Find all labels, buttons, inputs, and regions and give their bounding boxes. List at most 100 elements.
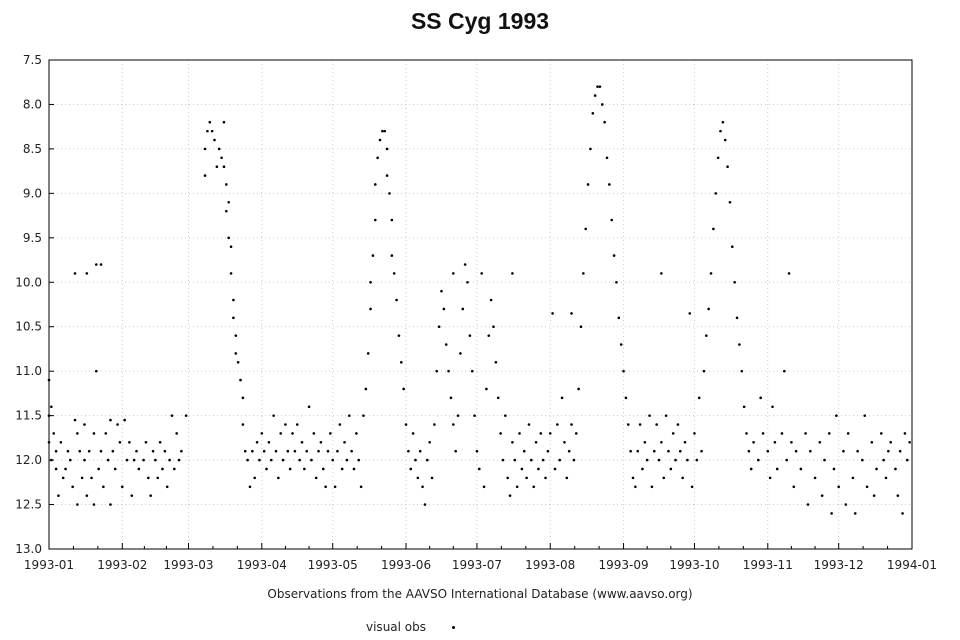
data-point [66,449,70,453]
data-point [440,289,443,293]
data-point [534,441,538,444]
data-point [395,298,398,302]
data-point [298,458,301,462]
data-point [898,449,902,453]
data-point [243,449,247,453]
data-point [716,156,720,160]
data-point [600,103,604,106]
data-point [887,449,890,453]
y-tick-label: 11.5 [15,409,42,423]
data-point [872,494,876,497]
data-point [813,476,817,480]
data-point [473,414,476,417]
data-point [241,396,245,400]
data-point [686,458,689,462]
data-point [281,458,285,462]
data-point [676,423,680,426]
data-point [823,458,826,462]
data-point [47,378,51,382]
data-point [149,494,152,497]
data-point [333,485,337,489]
data-point [225,183,228,186]
data-point [449,396,453,400]
data-point [208,120,212,124]
data-point [889,441,893,444]
data-point [532,485,535,489]
x-tick-label: 1993-11 [743,558,793,572]
data-point [511,441,514,444]
data-point [428,441,431,444]
data-point [350,449,353,453]
data-point [619,343,623,346]
data-point [660,441,663,444]
data-point [884,476,888,480]
data-point [371,254,375,257]
data-point [329,432,332,435]
data-point [390,254,394,257]
data-point [116,423,119,426]
data-point [215,165,219,168]
data-point [709,272,713,275]
data-point [83,458,86,462]
data-point [336,449,339,453]
data-point [426,458,429,462]
data-point [269,458,273,462]
data-point [527,423,531,426]
data-point [901,512,904,515]
data-point [863,414,867,417]
data-point [99,449,103,453]
legend-marker [452,626,455,629]
data-point [459,352,462,355]
data-point [165,485,169,489]
data-point [842,449,845,453]
data-point [742,405,746,409]
data-point [655,423,658,426]
data-point [52,432,56,435]
data-point [643,441,647,444]
data-point [667,449,670,453]
data-point [260,432,264,435]
data-point [94,263,98,266]
data-point [591,112,595,115]
data-point [442,307,446,311]
data-point [731,245,734,249]
data-point [227,236,230,240]
data-point [690,485,694,489]
data-point [385,147,389,151]
data-point [50,458,53,462]
data-point [262,449,266,453]
data-point [629,449,632,453]
data-point [612,254,616,257]
data-point [222,120,226,124]
data-point [229,272,233,275]
data-point [735,316,739,320]
data-point [54,449,58,453]
data-point [113,467,117,471]
data-point [369,307,372,311]
x-tick-label: 1994-01 [887,558,937,572]
data-point [64,467,67,471]
data-point [416,476,420,480]
data-point [773,441,777,444]
data-point [437,325,441,329]
data-point [570,423,573,426]
data-point [882,458,885,462]
data-point [610,218,614,222]
y-tick-label: 10.0 [15,275,42,289]
data-point [239,378,242,382]
data-point [255,441,259,444]
data-point [99,263,103,266]
data-point [71,485,74,489]
data-point [518,432,521,435]
data-point [475,449,479,453]
data-point [577,387,580,391]
data-point [73,418,77,422]
data-point [222,165,226,168]
x-tick-label: 1993-10 [669,558,719,572]
data-point [809,449,812,453]
data-point [624,396,628,400]
data-point [603,120,606,124]
data-point [530,458,533,462]
data-point [319,441,323,444]
data-point [652,449,656,453]
